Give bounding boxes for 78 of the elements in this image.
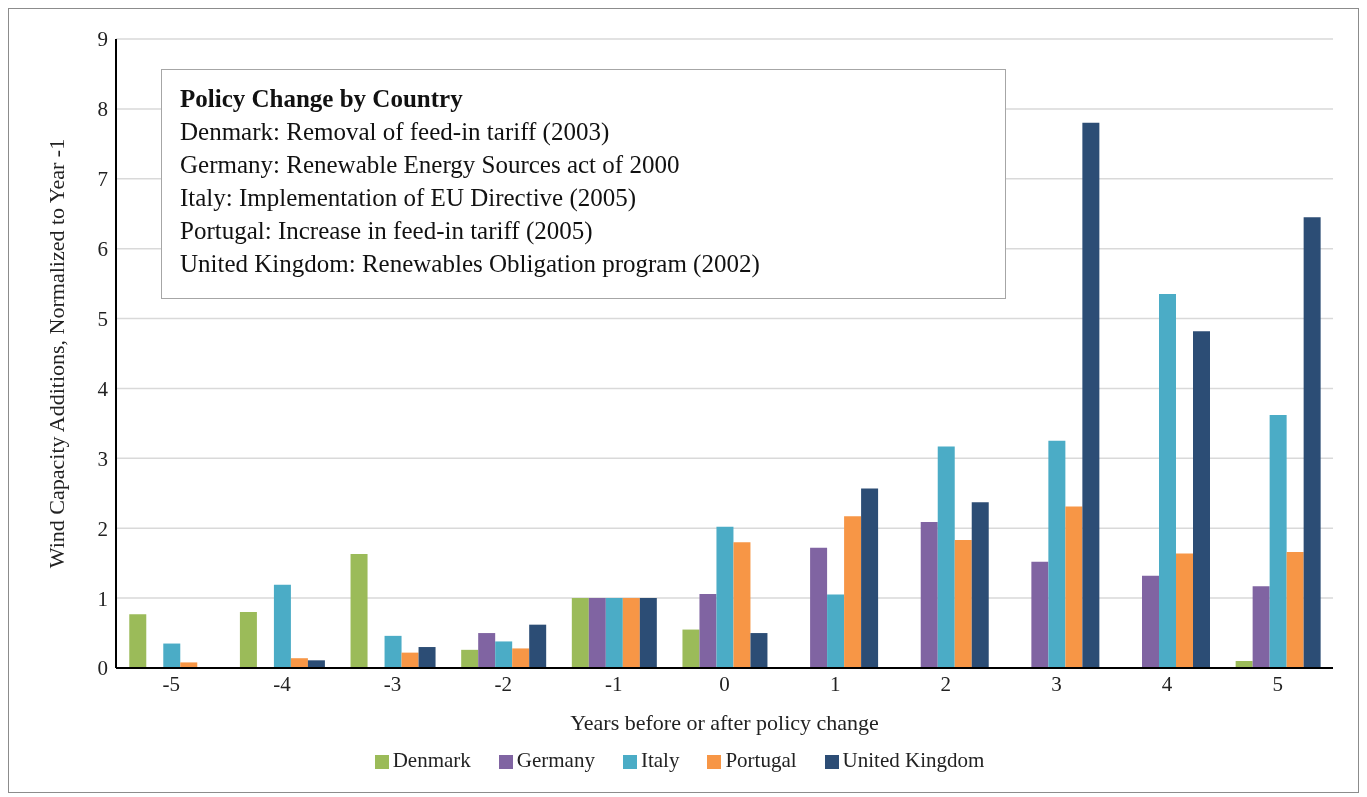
y-tick-label: 4 <box>97 376 109 401</box>
bar <box>163 643 181 668</box>
annotation: Policy Change by Country <box>180 84 464 114</box>
bar <box>350 554 368 668</box>
x-tick-label: -5 <box>162 671 181 696</box>
bar <box>588 598 606 668</box>
y-tick-label: 1 <box>97 586 108 611</box>
legend-label: Denmark <box>392 748 471 772</box>
bar <box>810 547 828 668</box>
bar <box>954 540 972 668</box>
bar <box>622 598 640 668</box>
bar <box>1286 551 1304 668</box>
bar <box>920 521 938 668</box>
bar <box>699 593 717 668</box>
bar <box>571 598 589 668</box>
bar <box>605 598 623 668</box>
annotation: Portugal: Increase in feed-in tariff (2005) <box>180 216 594 247</box>
bar <box>495 641 513 668</box>
y-axis-title: Wind Capacity Additions, Normalized to Year -1 <box>43 138 69 569</box>
bar <box>1252 586 1270 668</box>
bar <box>1193 331 1210 668</box>
bar <box>1176 553 1193 668</box>
bar <box>1142 575 1159 668</box>
bar <box>827 594 845 668</box>
x-tick-label: -4 <box>273 671 292 696</box>
x-axis-title: Years before or after policy change <box>570 710 879 735</box>
x-tick-label: -3 <box>383 671 402 696</box>
y-tick-label: 3 <box>97 446 108 471</box>
y-tick-label: 6 <box>97 237 108 262</box>
bar <box>733 542 751 668</box>
annotation: Italy: Implementation of EU Directive (2005) <box>180 183 638 214</box>
x-tick-label: -2 <box>494 671 512 696</box>
x-tick-label: 1 <box>829 671 841 696</box>
bar <box>401 652 419 668</box>
y-tick-label: 7 <box>97 167 108 192</box>
bar <box>639 598 657 668</box>
legend-label: Portugal <box>725 748 797 772</box>
x-tick-label: 2 <box>940 671 952 696</box>
annotation: Germany: Renewable Energy Sources act of 2000 <box>180 150 681 180</box>
legend-label: Italy <box>640 748 680 772</box>
legend-label: United Kingdom <box>842 748 985 772</box>
y-tick-label: 2 <box>97 516 108 541</box>
bar <box>971 502 989 668</box>
bar <box>129 614 147 668</box>
y-tick-label: 8 <box>97 97 108 122</box>
annotation: United Kingdom: Renewables Obligation program (2002) <box>180 249 761 280</box>
bar <box>1303 217 1321 668</box>
x-tick-label: 0 <box>719 671 730 696</box>
bar <box>478 633 496 668</box>
y-tick-label: 9 <box>97 27 108 52</box>
bar <box>716 526 734 668</box>
bar <box>1065 506 1083 668</box>
bar <box>273 584 291 668</box>
annotation: Denmark: Removal of feed-in tariff (2003) <box>180 117 611 148</box>
bar <box>461 649 479 668</box>
x-tick-label: -1 <box>605 671 623 696</box>
bar <box>844 516 862 668</box>
bar <box>1031 561 1049 668</box>
bar <box>384 635 402 668</box>
x-tick-label: 5 <box>1272 671 1283 696</box>
bar <box>861 488 879 668</box>
bar <box>1159 294 1176 668</box>
bar <box>1082 122 1100 668</box>
bar <box>290 658 308 668</box>
legend-label: Germany <box>516 748 595 772</box>
x-tick-label: 4 <box>1161 671 1173 696</box>
x-tick-label: 3 <box>1051 671 1062 696</box>
bar <box>307 660 325 668</box>
bar <box>682 629 700 668</box>
bar <box>750 633 768 668</box>
bar <box>418 647 436 668</box>
bar <box>512 648 530 668</box>
bar <box>529 624 547 668</box>
y-tick-label: 5 <box>97 307 108 332</box>
bar <box>239 612 257 668</box>
bar <box>1269 415 1287 668</box>
bar <box>1048 440 1066 668</box>
bar <box>937 446 955 668</box>
